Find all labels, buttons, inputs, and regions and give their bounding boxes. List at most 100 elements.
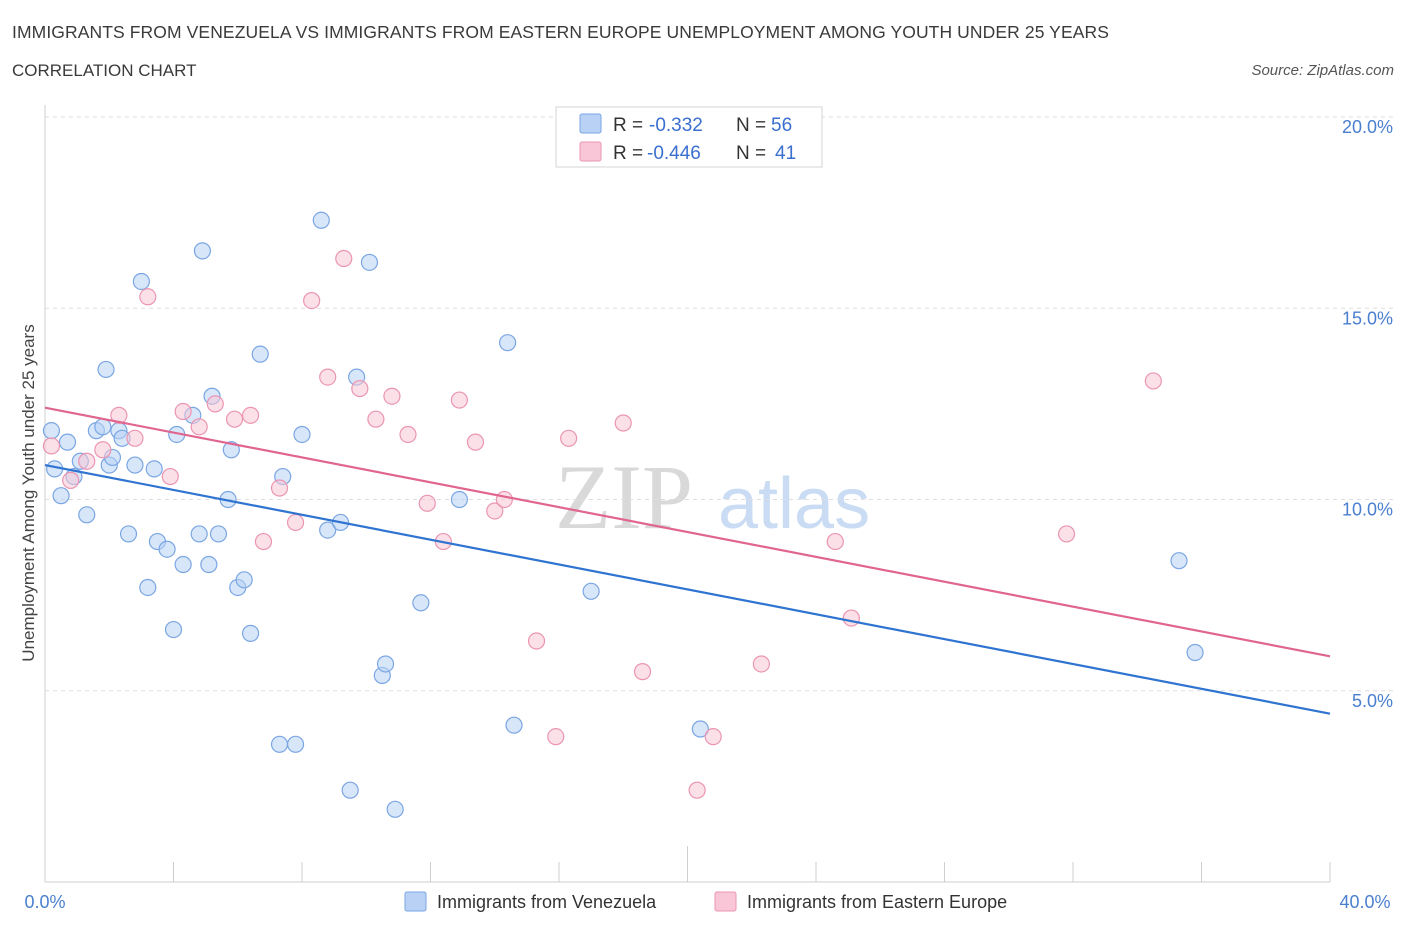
watermark-atlas: atlas xyxy=(718,464,870,544)
eastern-europe-point xyxy=(450,391,469,409)
venezuela-point xyxy=(251,345,269,363)
watermark-zip: ZIP xyxy=(555,446,693,548)
eastern-europe-point xyxy=(319,368,337,386)
venezuela-point xyxy=(139,578,157,597)
eastern-europe-point xyxy=(161,467,179,486)
y-tick-label-5: 5.0% xyxy=(1352,691,1393,711)
venezuela-point xyxy=(58,433,77,451)
venezuela-point xyxy=(235,571,253,589)
venezuela-point xyxy=(94,418,112,436)
legend-swatch-venezuela xyxy=(579,113,602,134)
eastern-europe-points xyxy=(42,249,1162,799)
series-legend: Immigrants from Venezuela Immigrants fro… xyxy=(404,891,1007,912)
eastern-europe-point xyxy=(110,406,128,424)
legend-n-value-eastern-europe: 41 xyxy=(775,143,796,164)
venezuela-point xyxy=(174,555,192,574)
eastern-europe-point xyxy=(42,437,61,455)
venezuela-point xyxy=(52,487,70,505)
eastern-europe-point xyxy=(633,663,652,681)
venezuela-point xyxy=(200,555,218,574)
legend-n-value-venezuela: 56 xyxy=(771,115,792,136)
venezuela-point xyxy=(286,735,305,753)
bottom-legend-swatch-eastern-europe xyxy=(714,891,737,912)
eastern-europe-point xyxy=(62,471,80,489)
source-note: Source: ZipAtlas.com xyxy=(1251,62,1394,79)
eastern-europe-point xyxy=(174,402,192,421)
legend-swatch-eastern-europe xyxy=(579,141,602,162)
eastern-europe-point xyxy=(206,395,224,413)
eastern-europe-point xyxy=(139,288,157,306)
y-axis-label: Unemployment Among Youth under 25 years xyxy=(19,324,38,661)
eastern-europe-point xyxy=(1057,525,1076,543)
venezuela-point xyxy=(42,422,61,440)
eastern-europe-point xyxy=(495,490,513,509)
eastern-europe-point xyxy=(842,609,860,627)
venezuela-point xyxy=(119,525,138,543)
legend-r-value-venezuela: -0.332 xyxy=(649,115,703,136)
legend-r-label-eastern-europe: R = xyxy=(613,143,643,164)
venezuela-point xyxy=(319,521,337,539)
eastern-europe-point xyxy=(94,441,112,459)
eastern-europe-point xyxy=(688,781,706,799)
legend-r-value-eastern-europe: -0.446 xyxy=(647,143,701,164)
eastern-europe-point xyxy=(486,502,504,520)
bottom-legend-label-eastern-europe: Immigrants from Eastern Europe xyxy=(747,892,1007,912)
eastern-europe-point xyxy=(335,249,353,268)
venezuela-point xyxy=(132,272,150,291)
venezuela-point xyxy=(412,594,430,612)
venezuela-point xyxy=(222,441,240,459)
venezuela-point xyxy=(145,460,163,478)
eastern-europe-point xyxy=(399,425,417,444)
eastern-europe-point xyxy=(78,452,96,470)
chart-subtitle: CORRELATION CHART xyxy=(12,61,197,80)
axes xyxy=(44,105,1331,883)
venezuela-point xyxy=(293,425,311,444)
y-tick-label-20: 20.0% xyxy=(1342,117,1393,137)
venezuela-point xyxy=(312,211,330,229)
eastern-europe-point xyxy=(190,418,208,436)
x-tick-label-min: 0.0% xyxy=(24,892,65,912)
venezuela-point xyxy=(1186,643,1204,662)
eastern-europe-point xyxy=(270,479,289,497)
eastern-europe-point xyxy=(466,433,485,451)
y-tick-label-10: 10.0% xyxy=(1342,500,1393,520)
eastern-europe-point xyxy=(1144,372,1162,390)
venezuela-point xyxy=(691,720,709,738)
eastern-europe-point xyxy=(547,728,565,746)
eastern-europe-point xyxy=(752,655,770,673)
venezuela-point xyxy=(78,506,96,524)
eastern-europe-point xyxy=(826,532,844,551)
venezuela-point xyxy=(582,582,600,600)
legend-n-label-eastern-europe: N = xyxy=(736,143,766,164)
y-tick-label-15: 15.0% xyxy=(1342,308,1393,328)
eastern-europe-point xyxy=(560,429,578,447)
venezuela-point xyxy=(376,655,395,673)
eastern-europe-point xyxy=(418,494,436,512)
venezuela-point xyxy=(499,334,517,352)
venezuela-point xyxy=(270,735,289,753)
legend-r-label-venezuela: R = xyxy=(613,115,643,136)
eastern-europe-point xyxy=(242,406,260,424)
venezuela-point xyxy=(341,781,359,799)
venezuela-point xyxy=(126,456,144,474)
eastern-europe-point xyxy=(286,513,305,532)
trend-line-venezuela xyxy=(44,463,1331,715)
bottom-legend-swatch-venezuela xyxy=(404,891,427,912)
eastern-europe-point xyxy=(303,292,321,310)
eastern-europe-point xyxy=(704,728,722,746)
venezuela-point xyxy=(360,253,379,271)
venezuela-point xyxy=(1170,552,1188,570)
correlation-legend: R = -0.332 N = 56 R = -0.446 N = 41 xyxy=(555,106,823,168)
eastern-europe-point xyxy=(383,387,401,405)
eastern-europe-point xyxy=(225,410,244,428)
x-tick-label-max: 40.0% xyxy=(1339,892,1390,912)
venezuela-point xyxy=(164,620,183,639)
venezuela-point xyxy=(190,525,208,543)
trend-lines xyxy=(44,406,1331,715)
chart-title: IMMIGRANTS FROM VENEZUELA VS IMMIGRANTS … xyxy=(12,22,1110,42)
eastern-europe-point xyxy=(126,429,144,447)
venezuela-point xyxy=(386,800,404,818)
venezuela-point xyxy=(450,490,469,509)
eastern-europe-point xyxy=(614,414,632,432)
